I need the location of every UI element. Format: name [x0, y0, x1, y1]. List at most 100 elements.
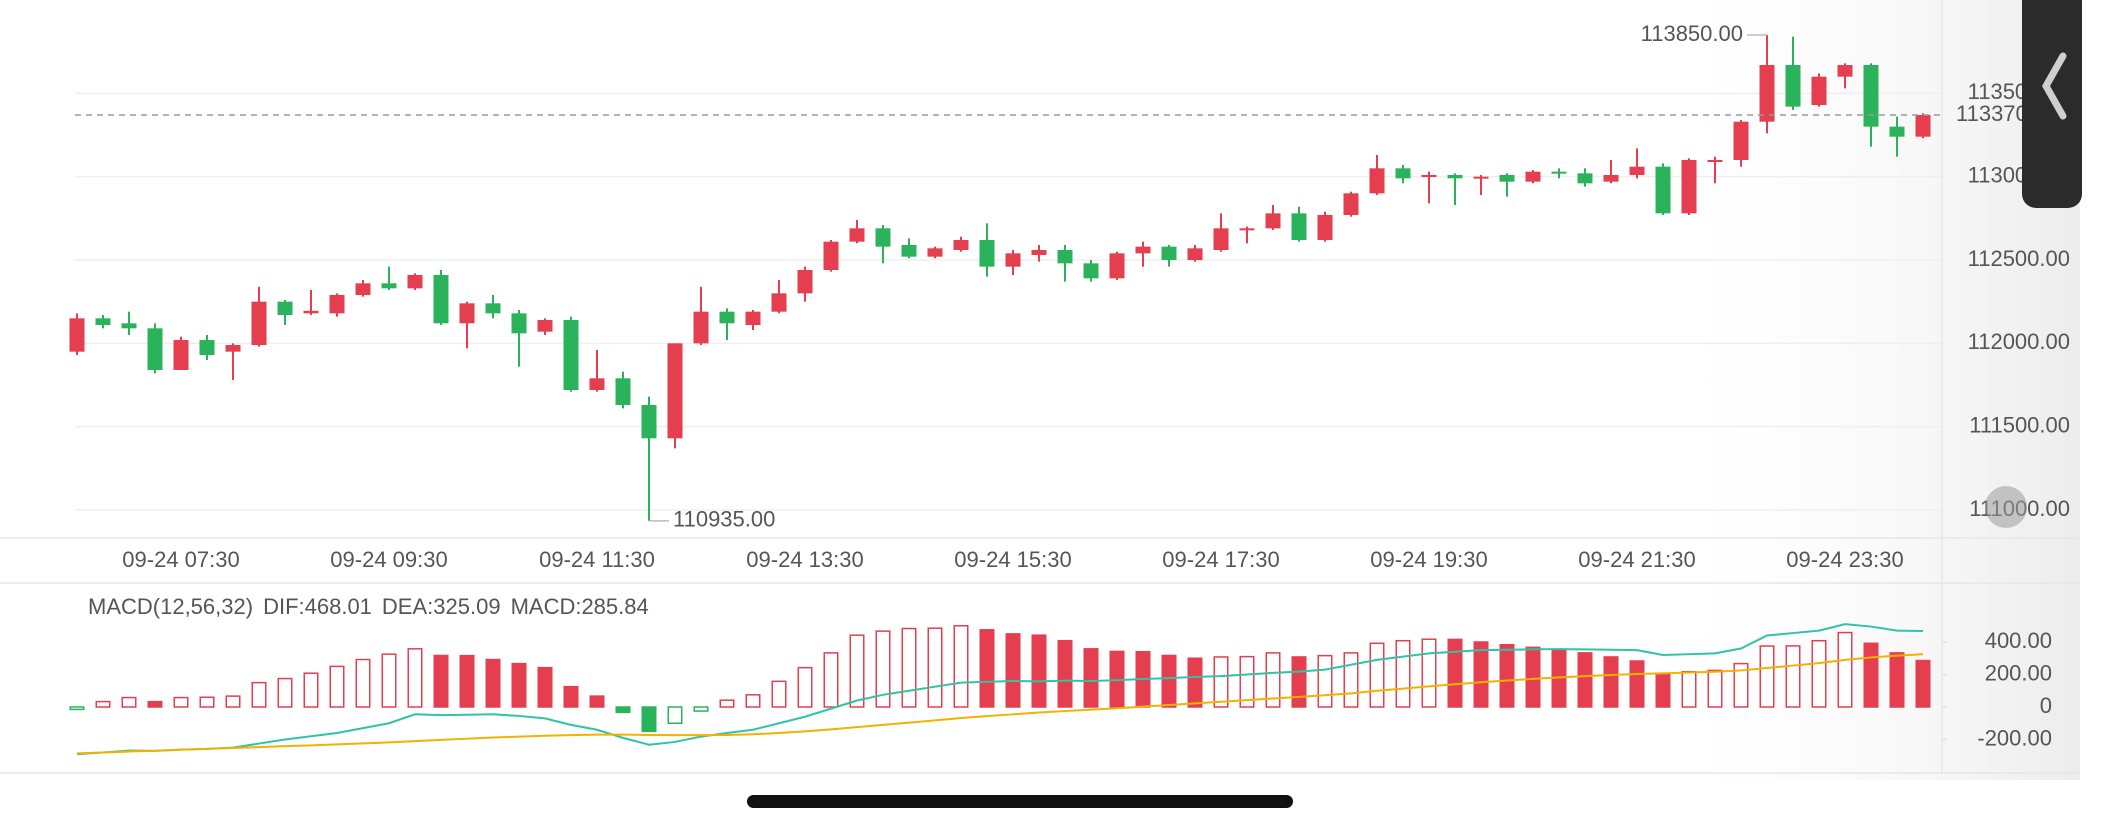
candle-body — [329, 295, 345, 314]
candle-body — [1707, 160, 1723, 162]
legend-entry: DIF:468.01 — [263, 594, 372, 619]
macd-bar — [69, 706, 85, 711]
candle-body — [1473, 176, 1489, 179]
macd-bar — [979, 629, 995, 708]
macd-bar — [381, 653, 397, 708]
x-tick-label: 09-24 11:30 — [539, 547, 655, 572]
legend-entry: DEA:325.09 — [382, 594, 501, 619]
legend-entry: MACD:285.84 — [511, 594, 649, 619]
candle-body — [589, 378, 605, 390]
candle-body — [719, 311, 735, 324]
annotation-label: 110935.00 — [673, 507, 775, 532]
candle-body — [693, 311, 709, 344]
macd-bar — [1759, 645, 1775, 708]
macd-bar — [1161, 654, 1177, 708]
macd-bar — [1369, 642, 1385, 708]
candle-body — [771, 293, 787, 312]
indicator-title: MACD(12,56,32) — [88, 594, 253, 619]
candle-body — [121, 323, 137, 329]
candle-body — [199, 340, 215, 355]
annotation-label: 113850.00 — [1641, 21, 1743, 46]
candle-body — [1369, 168, 1385, 194]
macd-bar — [121, 696, 137, 708]
candle-body — [1083, 263, 1099, 279]
candle-body — [173, 340, 189, 370]
macd-bar — [251, 681, 267, 708]
macd-bar — [1343, 652, 1359, 708]
candle-body — [537, 320, 553, 332]
side-panel-toggle[interactable] — [2022, 0, 2082, 208]
y-tick-label: 400.00 — [1985, 628, 2052, 653]
macd-bar — [693, 706, 709, 712]
crosshair-button[interactable] — [1985, 486, 2027, 528]
candle-body — [277, 301, 293, 315]
macd-bar — [589, 695, 605, 708]
candle-body — [1161, 246, 1177, 260]
candle-body — [1343, 193, 1359, 215]
candle-body — [979, 240, 995, 267]
candle-body — [1265, 213, 1281, 229]
macd-bar — [1733, 662, 1749, 708]
macd-bar — [1317, 654, 1333, 708]
y-tick-label: 200.00 — [1985, 660, 2052, 685]
candle-body — [1499, 175, 1515, 182]
candle-body — [615, 378, 631, 405]
macd-bar — [771, 680, 787, 708]
candle-body — [1889, 126, 1905, 137]
macd-bar — [511, 662, 527, 708]
candle-body — [563, 320, 579, 390]
macd-bar — [355, 658, 371, 708]
macd-bar — [1239, 655, 1255, 708]
macd-bar — [745, 694, 761, 708]
candle-body — [1187, 248, 1203, 260]
candle-body — [797, 270, 813, 294]
y-tick-label: 112000.00 — [1968, 329, 2070, 354]
candle-body — [849, 228, 865, 242]
candle-body — [1785, 65, 1801, 107]
macd-bar — [1629, 660, 1645, 708]
macd-bar — [277, 677, 293, 708]
macd-bar — [95, 700, 111, 708]
candle-body — [1031, 250, 1047, 255]
candle-body — [927, 248, 943, 257]
macd-bar — [1785, 645, 1801, 708]
macd-bar — [225, 695, 241, 708]
candle-body — [1837, 65, 1853, 77]
macd-bar — [1395, 639, 1411, 708]
macd-bar — [1005, 633, 1021, 708]
macd-bar — [1889, 652, 1905, 708]
macd-bar — [407, 648, 423, 708]
candle-body — [1811, 76, 1827, 105]
macd-bar — [953, 625, 969, 708]
y-tick-label: 0 — [2040, 693, 2052, 718]
macd-bar — [641, 706, 657, 733]
x-tick-label: 09-24 09:30 — [330, 547, 447, 572]
macd-bar — [1499, 644, 1515, 708]
candle-body — [95, 318, 111, 325]
candle-body — [1629, 166, 1645, 175]
candle-body — [1447, 175, 1463, 179]
candle-body — [1005, 253, 1021, 267]
candle-body — [485, 303, 501, 314]
candle-body — [251, 301, 267, 345]
macd-bar — [1811, 639, 1827, 708]
macd-bar — [1863, 642, 1879, 708]
candle-body — [1421, 175, 1437, 177]
candle-body — [953, 240, 969, 250]
macd-bar — [901, 627, 917, 708]
candle-body — [1759, 65, 1775, 122]
macd-bar — [173, 696, 189, 708]
candle-body — [381, 283, 397, 289]
y-tick-label: 111500.00 — [1969, 412, 2070, 437]
candle-body — [1681, 160, 1697, 214]
macd-bar — [1447, 638, 1463, 708]
candle-body — [641, 405, 657, 439]
macd-bar — [537, 666, 553, 708]
candle-body — [1525, 171, 1541, 182]
candle-body — [459, 303, 475, 324]
x-tick-label: 09-24 07:30 — [122, 547, 239, 572]
x-tick-label: 09-24 13:30 — [746, 547, 863, 572]
candle-body — [745, 311, 761, 325]
macd-bar — [303, 672, 319, 708]
